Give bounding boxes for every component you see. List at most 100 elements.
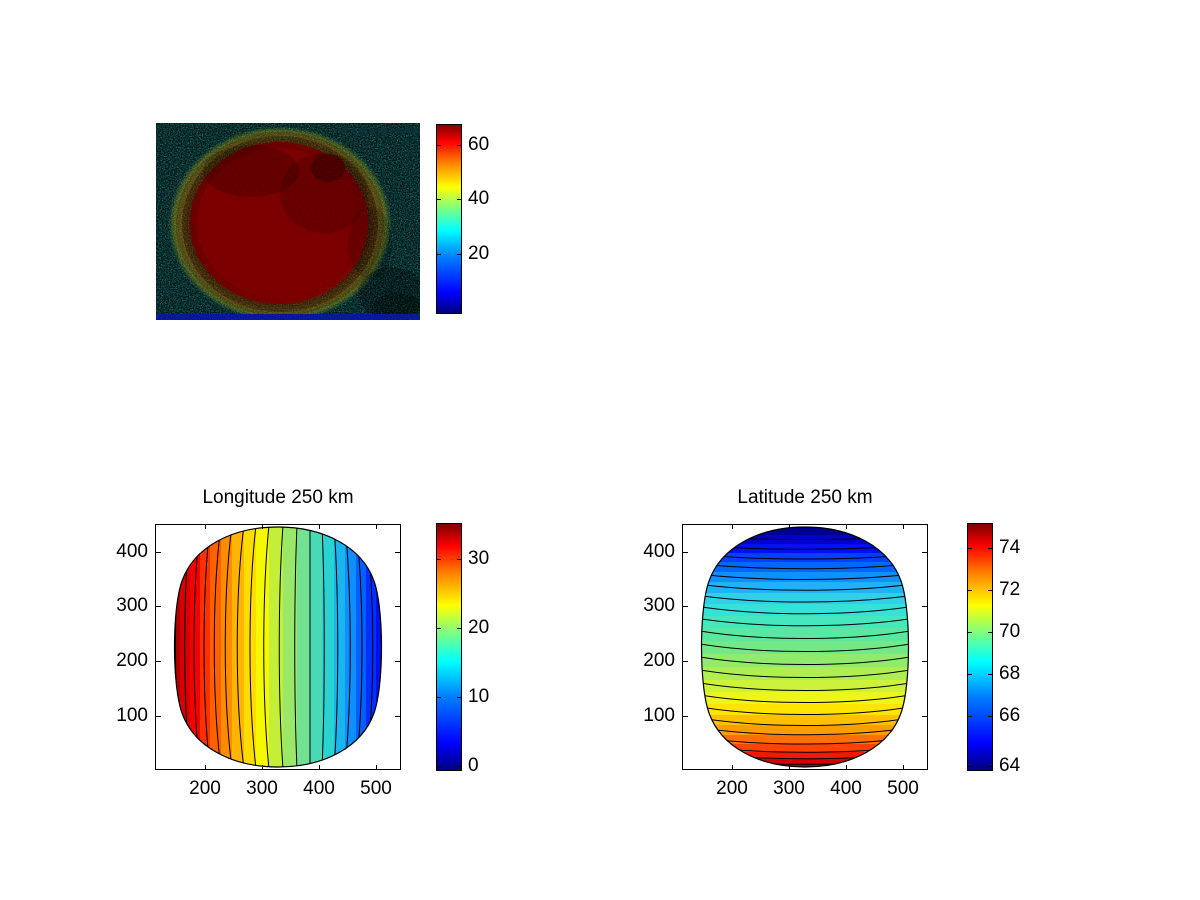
raster-colorbar-tick (457, 199, 462, 200)
latitude-ytick (922, 552, 927, 553)
longitude-ytick-label: 400 (116, 541, 148, 562)
latitude-xtick (903, 524, 904, 529)
latitude-colorbar-tick (988, 632, 993, 633)
raster-colorbar-tick (436, 199, 441, 200)
latitude-ytick (922, 716, 927, 717)
longitude-ytick (156, 552, 161, 553)
longitude-ytick (395, 716, 400, 717)
longitude-colorbar-tick (457, 766, 462, 767)
latitude-contour-svg (700, 526, 910, 768)
latitude-colorbar-tick (988, 716, 993, 717)
longitude-colorbar-tick-label: 10 (468, 686, 490, 707)
longitude-colorbar-tick (457, 628, 462, 629)
longitude-colorbar-tick (436, 628, 441, 629)
latitude-ytick (922, 661, 927, 662)
longitude-xtick (319, 524, 320, 529)
longitude-ytick-label: 100 (116, 705, 148, 726)
longitude-xtick (205, 524, 206, 529)
latitude-colorbar-tick (967, 766, 972, 767)
latitude-colorbar-tick (967, 632, 972, 633)
longitude-contour-svg (173, 526, 383, 768)
raster-image (156, 123, 420, 320)
latitude-ytick-label: 200 (643, 650, 675, 671)
latitude-xtick (732, 524, 733, 529)
longitude-xtick-label: 500 (360, 778, 392, 799)
longitude-xtick (262, 524, 263, 529)
longitude-ytick (395, 606, 400, 607)
longitude-xtick-label: 200 (189, 778, 221, 799)
latitude-colorbar-tick (988, 590, 993, 591)
longitude-xtick (376, 524, 377, 529)
latitude-ytick (683, 606, 688, 607)
longitude-colorbar-tick (436, 697, 441, 698)
latitude-ytick (683, 552, 688, 553)
latitude-colorbar-tick (967, 716, 972, 717)
latitude-plot-title: Latitude 250 km (737, 487, 873, 508)
latitude-xtick-label: 300 (773, 778, 805, 799)
latitude-ytick (922, 606, 927, 607)
longitude-colorbar[interactable] (436, 523, 462, 771)
latitude-colorbar-tick (967, 674, 972, 675)
latitude-colorbar-tick (988, 548, 993, 549)
latitude-colorbar-tick-label: 64 (999, 755, 1021, 776)
longitude-colorbar-tick (457, 559, 462, 560)
raster-colorbar-tick (436, 145, 441, 146)
latitude-colorbar-tick (967, 590, 972, 591)
longitude-plot-title: Longitude 250 km (202, 487, 354, 508)
longitude-ytick-label: 300 (116, 595, 148, 616)
latitude-colorbar-tick-label: 70 (999, 621, 1021, 642)
latitude-xtick (789, 765, 790, 770)
latitude-axes[interactable] (682, 524, 928, 770)
latitude-disk-outline (700, 526, 910, 768)
raster-colorbar[interactable] (436, 124, 462, 314)
longitude-xtick (262, 765, 263, 770)
longitude-ytick (395, 552, 400, 553)
latitude-xtick-label: 500 (887, 778, 919, 799)
raster-colorbar-tick (457, 145, 462, 146)
latitude-contour-bands (701, 527, 909, 767)
latitude-xtick (789, 524, 790, 529)
longitude-colorbar-tick (436, 766, 441, 767)
latitude-ytick-label: 100 (643, 705, 675, 726)
longitude-xtick (205, 765, 206, 770)
latitude-colorbar-tick (988, 674, 993, 675)
longitude-colorbar-tick-label: 30 (468, 548, 490, 569)
latitude-ytick (683, 716, 688, 717)
longitude-ytick (156, 661, 161, 662)
longitude-ytick (156, 716, 161, 717)
longitude-colorbar-tick (436, 559, 441, 560)
latitude-colorbar-tick-label: 66 (999, 705, 1021, 726)
latitude-colorbar[interactable] (967, 523, 993, 771)
latitude-colorbar-tick-label: 72 (999, 579, 1021, 600)
longitude-xtick-label: 400 (303, 778, 335, 799)
raster-panel: 60 40 20 (0, 0, 560, 360)
raster-image-svg (156, 123, 420, 320)
raster-colorbar-tick (436, 254, 441, 255)
longitude-colorbar-tick (457, 697, 462, 698)
image-header-annotation (342, 128, 418, 133)
longitude-ytick (156, 606, 161, 607)
longitude-ytick (395, 661, 400, 662)
latitude-colorbar-tick (967, 548, 972, 549)
raster-colorbar-tick-label: 60 (468, 134, 490, 155)
raster-colorbar-tick-label: 20 (468, 243, 490, 264)
longitude-xtick (376, 765, 377, 770)
latitude-xtick-label: 200 (716, 778, 748, 799)
longitude-panel: Longitude 250 km (0, 0, 560, 900)
latitude-xtick (846, 765, 847, 770)
latitude-ytick-label: 300 (643, 595, 675, 616)
longitude-axes[interactable] (155, 524, 401, 770)
longitude-colorbar-tick-label: 0 (468, 755, 479, 776)
latitude-xtick (903, 765, 904, 770)
latitude-colorbar-tick (988, 766, 993, 767)
longitude-xtick-label: 300 (246, 778, 278, 799)
raster-colorbar-tick (457, 254, 462, 255)
latitude-ytick (683, 661, 688, 662)
latitude-ytick-label: 400 (643, 541, 675, 562)
latitude-xtick (846, 524, 847, 529)
longitude-ytick-label: 200 (116, 650, 148, 671)
raster-colorbar-tick-label: 40 (468, 188, 490, 209)
latitude-xtick-label: 400 (830, 778, 862, 799)
